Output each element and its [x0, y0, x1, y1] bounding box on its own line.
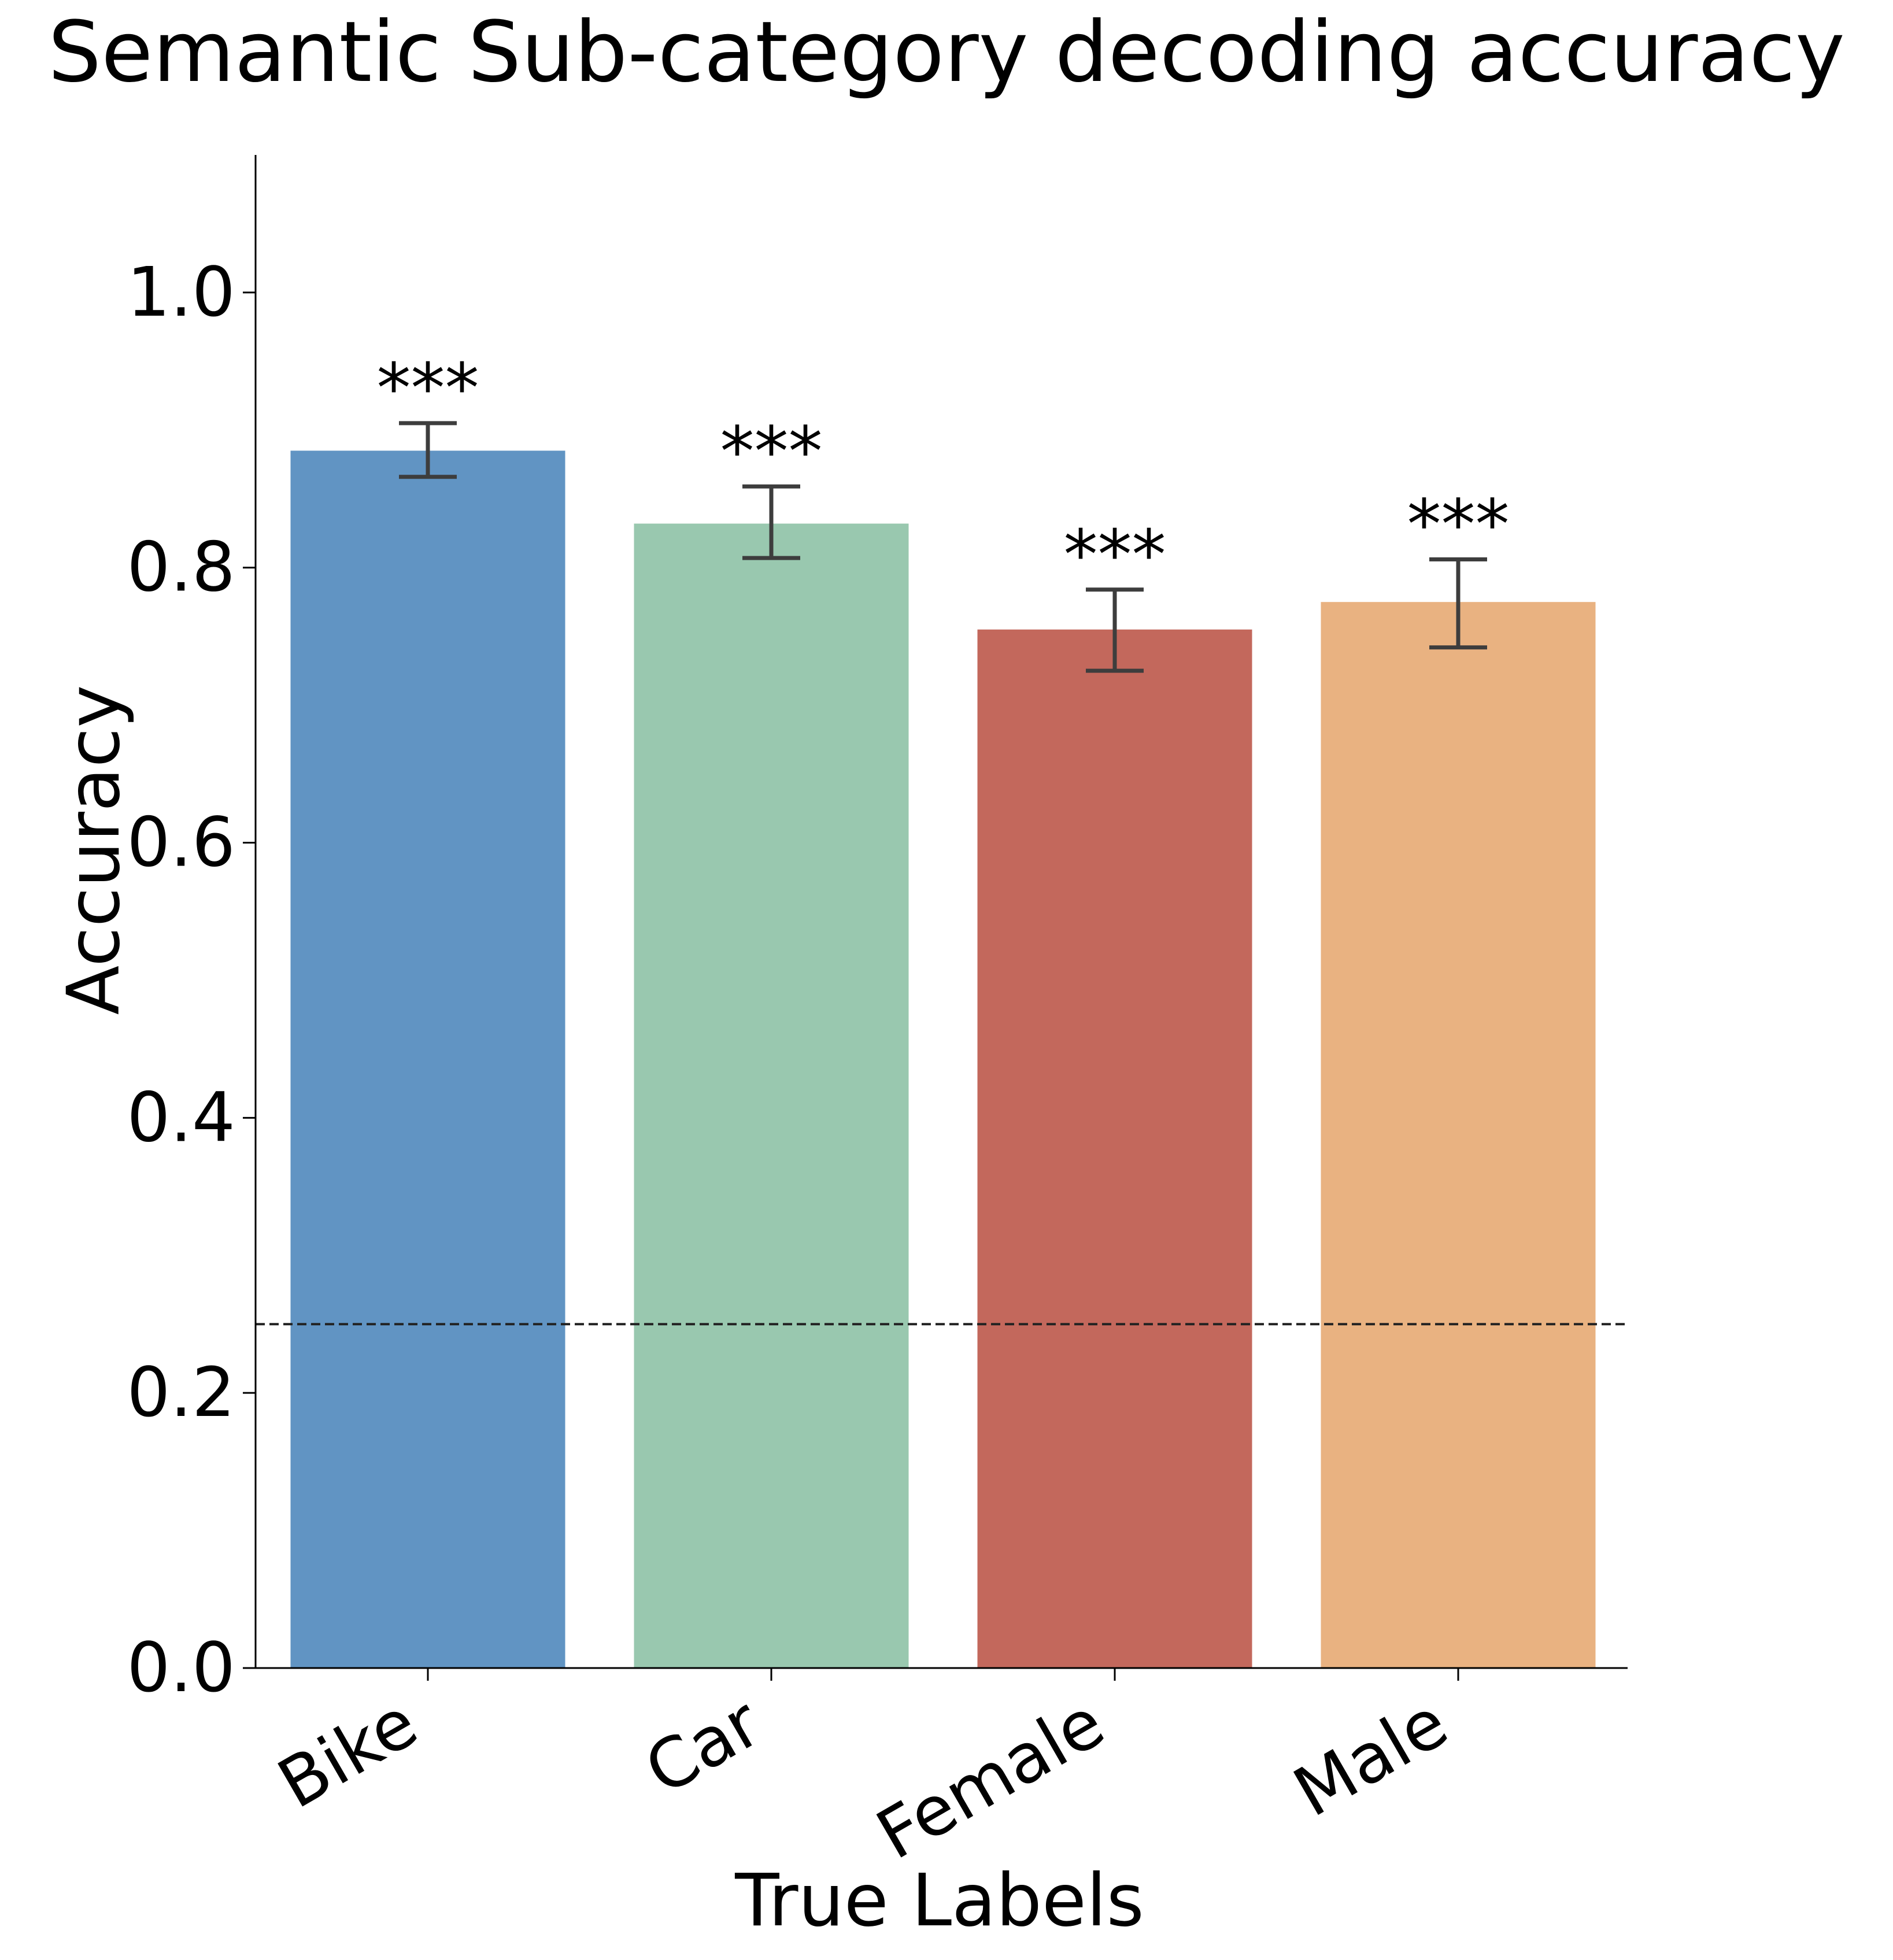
bar-female	[977, 629, 1252, 1668]
y-tick-label: 1.0	[127, 252, 235, 332]
error-bar-male	[1429, 557, 1487, 650]
error-bars-layer	[399, 421, 1487, 673]
significance-label: ***	[377, 348, 479, 428]
x-axis-ticks: Bike Car Female Male	[265, 1668, 1461, 1875]
y-tick-label: 0.0	[127, 1628, 235, 1707]
y-tick-label: 0.8	[127, 527, 235, 607]
bar-male	[1321, 602, 1596, 1668]
x-tick-label: Female	[864, 1682, 1117, 1875]
bar-car	[634, 523, 909, 1668]
y-tick-label: 0.6	[127, 803, 235, 882]
y-tick-label: 0.2	[127, 1352, 235, 1432]
x-tick-label: Car	[632, 1682, 774, 1810]
significance-label: ***	[1407, 484, 1510, 564]
error-bar-car	[742, 484, 800, 560]
significance-label: ***	[720, 411, 823, 491]
error-bar-female	[1086, 587, 1144, 673]
chart-title: Semantic Sub-category decoding accuracy	[48, 3, 1845, 101]
error-bar-bike	[399, 421, 457, 479]
y-tick-label: 0.4	[127, 1077, 235, 1157]
x-tick-label: Bike	[265, 1682, 430, 1824]
significance-annotations: *** *** *** ***	[377, 348, 1510, 594]
y-axis-ticks: 0.0 0.2 0.4 0.6 0.8 1.0	[127, 252, 256, 1707]
x-tick-label: Male	[1281, 1682, 1461, 1832]
bar-bike	[290, 450, 565, 1669]
significance-label: ***	[1064, 515, 1166, 594]
bars-layer	[290, 450, 1596, 1669]
y-axis-label: Accuracy	[52, 685, 136, 1015]
x-axis-label: True Labels	[734, 1859, 1144, 1943]
